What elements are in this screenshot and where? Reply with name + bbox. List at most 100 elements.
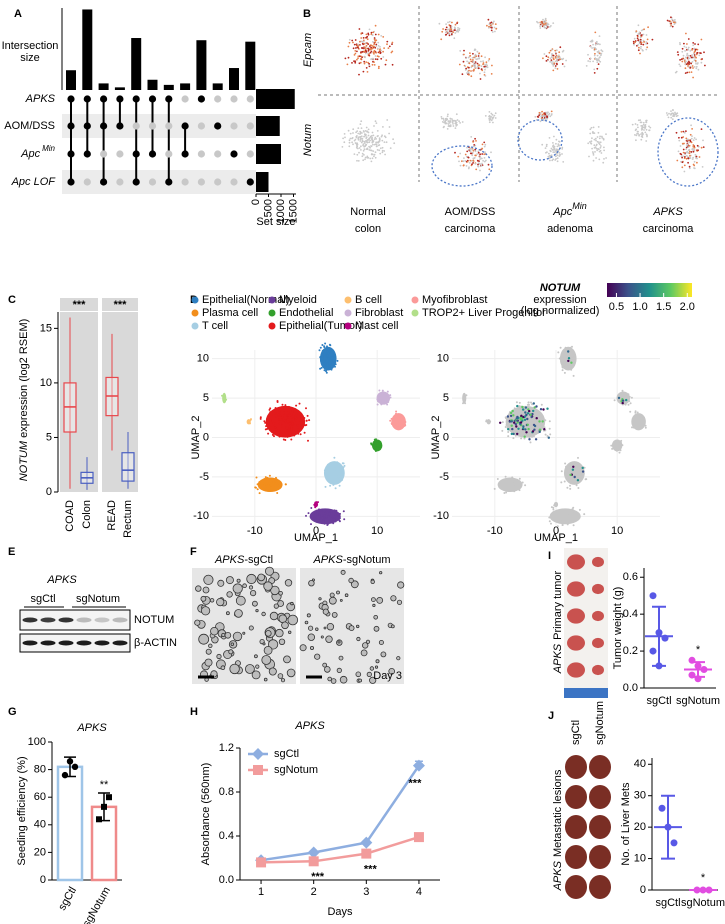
cell-dot <box>296 415 298 417</box>
x-tick-label: -10 <box>247 525 263 537</box>
cell-dot <box>500 487 502 489</box>
organoid <box>252 671 260 679</box>
cell-dot <box>641 427 643 429</box>
expression-dot <box>543 428 545 430</box>
cell-dot <box>689 166 691 168</box>
cell-dot <box>589 61 591 63</box>
cell-dot <box>592 40 594 42</box>
cell-dot <box>299 403 301 405</box>
x-tick-label: READ <box>106 500 118 531</box>
expression-dot <box>516 405 518 407</box>
point <box>650 648 657 655</box>
cell-dot <box>463 165 465 167</box>
organoid <box>379 640 383 644</box>
cell-dot <box>575 480 577 482</box>
tumor <box>567 608 585 623</box>
cell-dot <box>513 490 515 492</box>
cell-dot <box>552 509 554 511</box>
cell-dot <box>445 32 447 34</box>
cell-dot <box>491 30 493 32</box>
cell-dot <box>451 33 453 35</box>
cell-dot <box>371 135 373 137</box>
cell-dot <box>684 171 686 173</box>
cell-dot <box>323 363 325 365</box>
cell-dot <box>455 24 457 26</box>
cell-dot <box>452 31 454 33</box>
cell-dot <box>300 433 302 435</box>
cell-dot <box>262 479 264 481</box>
cell-dot <box>289 423 291 425</box>
cell-dot <box>646 133 648 135</box>
cell-dot <box>490 27 492 29</box>
cell-dot <box>374 446 376 448</box>
cell-dot <box>603 147 605 149</box>
cell-dot <box>333 464 335 466</box>
organoid <box>367 672 371 676</box>
panel-letter: I <box>548 550 551 562</box>
cell-dot <box>323 346 325 348</box>
cell-dot <box>321 344 323 346</box>
cell-dot <box>560 361 562 363</box>
cell-dot <box>334 518 336 520</box>
panel-letter: G <box>8 706 17 718</box>
cell-dot <box>260 483 262 485</box>
cell-dot <box>361 127 363 129</box>
membership-dot <box>100 95 107 102</box>
cell-dot <box>600 53 602 55</box>
cell-dot <box>694 43 696 45</box>
significance: *** <box>114 299 128 311</box>
cell-dot <box>529 435 531 437</box>
cell-dot <box>358 152 360 154</box>
cell-dot <box>453 37 455 39</box>
cell-dot <box>339 472 341 474</box>
cell-dot <box>567 518 569 520</box>
organoid <box>288 615 298 625</box>
cell-dot <box>601 152 603 154</box>
cell-dot <box>592 61 594 63</box>
cell-dot <box>685 57 687 59</box>
significance: *** <box>364 864 378 876</box>
cell-dot <box>529 420 531 422</box>
cell-dot <box>366 136 368 138</box>
cell-dot <box>381 134 383 136</box>
cell-dot <box>593 160 595 162</box>
y-tick-label: 15 <box>40 322 52 334</box>
cell-dot <box>332 467 334 469</box>
cell-dot <box>681 58 683 60</box>
organoid <box>218 580 224 586</box>
cell-dot <box>479 73 481 75</box>
cell-dot <box>382 390 384 392</box>
x-tick-label: 1 <box>258 886 264 898</box>
cell-dot <box>326 477 328 479</box>
cell-dot <box>382 151 384 153</box>
cell-dot <box>372 132 374 134</box>
organoid <box>226 612 229 615</box>
cell-dot <box>689 152 691 154</box>
cell-dot <box>598 52 600 54</box>
cell-dot <box>666 112 668 114</box>
cell-dot <box>363 61 365 63</box>
cell-dot <box>546 144 548 146</box>
cell-dot <box>546 145 548 147</box>
cell-dot <box>396 426 398 428</box>
organoid <box>205 659 212 666</box>
cell-dot <box>686 144 688 146</box>
photo-label-part: Primary tumor <box>552 570 564 639</box>
cell-dot <box>385 136 387 138</box>
cell-dot <box>492 122 494 124</box>
column-label-part: AOM/DSS <box>445 206 496 218</box>
cell-dot <box>371 153 373 155</box>
cell-dot <box>628 400 630 402</box>
organoid <box>373 604 375 606</box>
x-tick-label: Colon <box>81 500 93 529</box>
image-note: Day 3 <box>373 670 402 682</box>
expression-dot <box>515 423 517 425</box>
organoid <box>254 655 257 658</box>
expression-dot <box>522 425 524 427</box>
x-tick-label: Rectum <box>122 500 134 538</box>
cell-dot <box>649 127 651 129</box>
membership-dot <box>165 178 172 185</box>
cell-dot <box>488 26 490 28</box>
cell-dot <box>515 435 517 437</box>
organoid <box>256 609 258 611</box>
